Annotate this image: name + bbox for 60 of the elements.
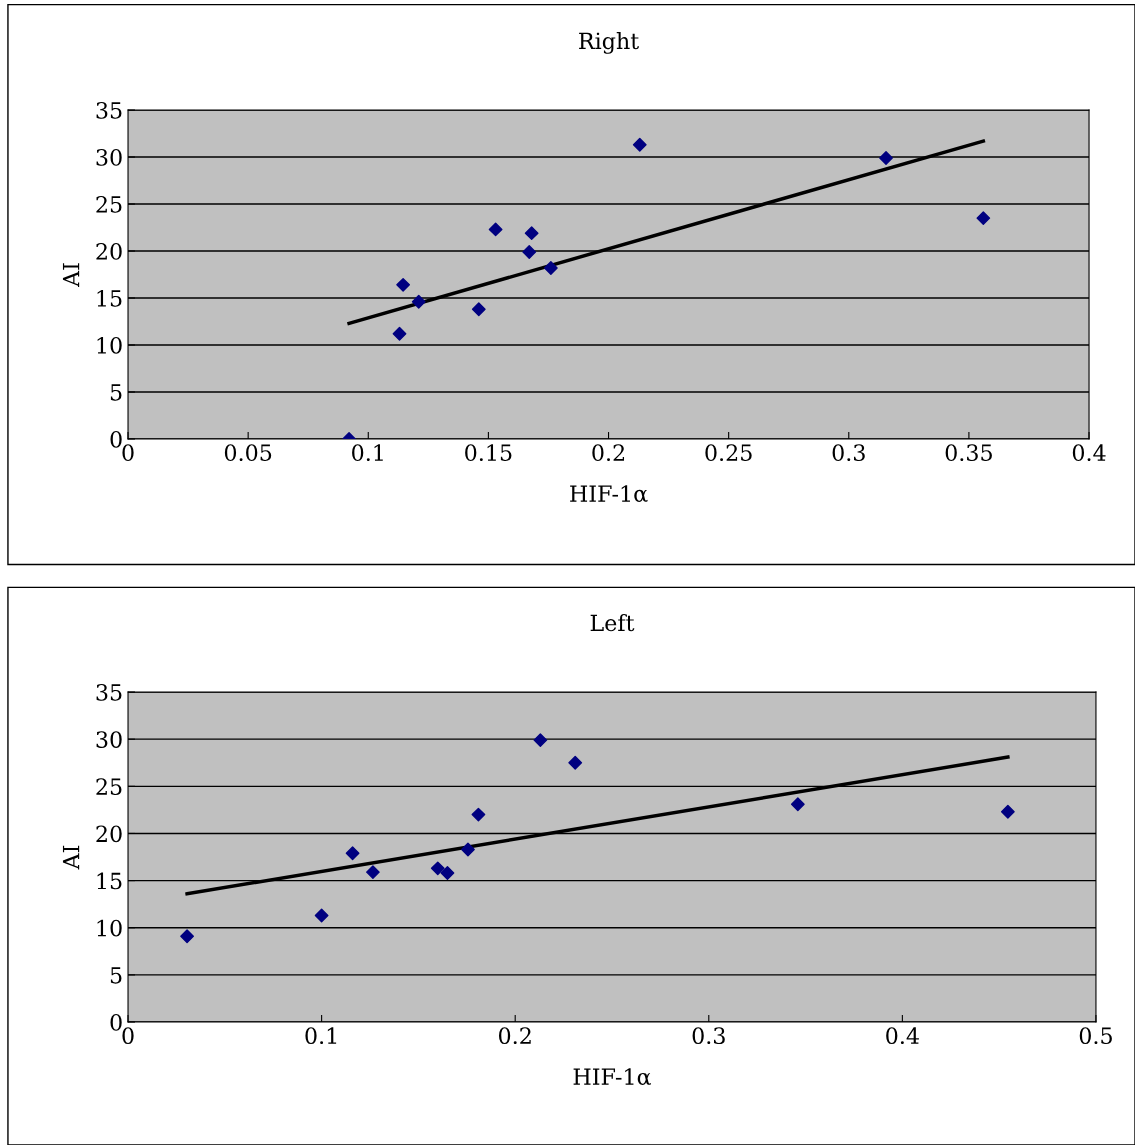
x-tick-label: 0.3 (692, 1027, 725, 1045)
x-tick-label: 0.1 (305, 1027, 337, 1045)
x-axis-title: HIF-1α (570, 485, 648, 502)
y-tick-label: 5 (110, 384, 122, 401)
point (366, 865, 380, 880)
point (471, 807, 486, 822)
x-tick-label: 0 (122, 444, 134, 462)
point (632, 137, 647, 152)
y-tick-label: 25 (96, 195, 122, 213)
x-tick-label: 0.1 (352, 444, 383, 462)
y-axis-title: AI (62, 845, 80, 870)
point (790, 797, 805, 812)
x-tick-label: 0.4 (1072, 444, 1106, 462)
y-tick-label: 35 (96, 683, 122, 701)
y-tick-label: 35 (96, 101, 122, 119)
y-axis-title: AI (62, 263, 80, 288)
y-tick-label: 15 (97, 872, 122, 890)
y-tick-label: 30 (96, 148, 122, 166)
point (396, 277, 411, 292)
y-tick-label: 0 (110, 430, 122, 448)
y-tick-label: 20 (96, 242, 122, 260)
point (430, 861, 445, 876)
chart-title: Left (590, 614, 635, 632)
x-tick-label: 0.15 (465, 444, 512, 462)
x-tick-label: 0.2 (498, 1027, 531, 1045)
y-tick-label: 0 (110, 1013, 122, 1031)
y-tick-label: 15 (97, 289, 122, 307)
point (522, 245, 537, 259)
x-axis-title: HIF-1α (573, 1068, 652, 1085)
x-tick-label: 0.25 (705, 444, 752, 462)
point (976, 211, 991, 226)
point (568, 755, 583, 770)
x-tick-label: 0 (122, 1027, 134, 1045)
x-tick-label: 0.2 (592, 444, 625, 462)
point (180, 929, 194, 944)
point (488, 222, 503, 237)
point (1000, 804, 1015, 819)
point (533, 733, 548, 748)
point (345, 846, 360, 861)
x-tick-label: 0.05 (224, 444, 272, 462)
y-tick-label: 5 (110, 967, 122, 984)
point (879, 151, 893, 165)
y-tick-label: 25 (96, 778, 122, 796)
x-tick-label: 0.4 (886, 1027, 919, 1045)
x-tick-label: 0.35 (945, 444, 992, 462)
point (543, 261, 558, 275)
y-tick-label: 10 (97, 919, 122, 937)
y-tick-label: 10 (97, 336, 122, 354)
point (461, 842, 475, 857)
y-tick-label: 30 (96, 731, 122, 748)
point (524, 226, 539, 241)
point (411, 294, 426, 309)
point (440, 866, 455, 880)
y-tick-label: 20 (96, 825, 122, 843)
point (314, 908, 329, 923)
point (471, 302, 486, 317)
x-tick-label: 0.3 (832, 444, 865, 462)
chart-title: Right (579, 32, 640, 54)
point (392, 326, 407, 341)
x-tick-label: 0.5 (1079, 1027, 1112, 1045)
